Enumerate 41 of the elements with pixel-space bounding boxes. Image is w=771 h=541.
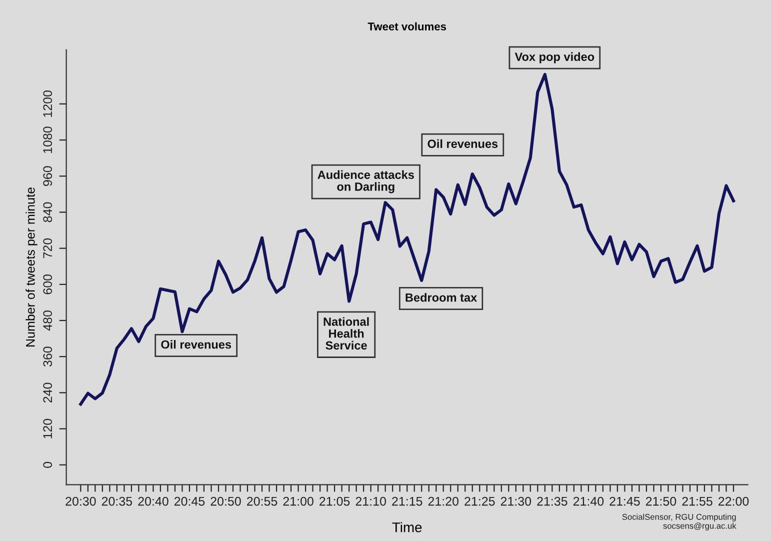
line-series (79, 72, 736, 406)
annotation: Oil revenues (161, 340, 232, 349)
y-tick-label: 1080 (43, 126, 52, 153)
x-tick-label: 21:50 (646, 496, 676, 506)
x-tick-label: 21:25 (464, 496, 495, 506)
annotation: National Health Service (324, 317, 369, 350)
y-tick-label: 120 (43, 418, 52, 438)
x-tick-label: 21:35 (537, 496, 568, 506)
annotation: Audience attacks on Darling (318, 170, 414, 194)
x-tick-label: 21:55 (682, 496, 712, 506)
x-tick-label: 21:15 (392, 496, 422, 506)
y-tick-label: 840 (43, 202, 52, 222)
y-axis-title: Number of tweets per minute (26, 188, 38, 346)
x-tick-label: 20:35 (102, 496, 132, 506)
x-axis-title: Time (392, 522, 422, 532)
y-tick-label: 0 (43, 462, 52, 468)
x-tick-label: 20:50 (210, 496, 241, 506)
x-tick-label: 21:45 (610, 496, 640, 506)
x-tick-label: 21:10 (356, 496, 386, 506)
chart-title: Tweet volumes (368, 22, 446, 30)
y-tick-label: 480 (43, 310, 52, 331)
y-tick-label: 360 (43, 346, 52, 367)
text: SocialSensor, RGU Computing socsens@rgu.ac.uk (622, 514, 736, 530)
x-tick-label: 21:00 (283, 496, 314, 506)
y-tick-label: 1200 (43, 90, 52, 117)
annotation: Bedroom tax (406, 293, 478, 302)
x-tick-label: 22:00 (718, 496, 749, 506)
x-tick-label: 20:45 (174, 496, 205, 506)
annotation: Vox pop video (514, 52, 594, 64)
y-tick-label: 600 (43, 274, 52, 294)
x-tick-label: 20:55 (247, 496, 278, 506)
x-tick-label: 21:40 (573, 496, 604, 506)
x-tick-label: 20:40 (138, 496, 168, 506)
x-tick-label: 20:30 (66, 496, 96, 506)
annotation: Oil revenues (428, 139, 498, 148)
y-tick-label: 720 (43, 238, 52, 258)
x-tick-label: 21:05 (320, 496, 350, 506)
x-tick-label: 21:30 (500, 496, 532, 506)
x-tick-label: 21:20 (428, 496, 458, 506)
y-tick-label: 240 (43, 382, 52, 402)
y-tick-label: 960 (43, 166, 52, 186)
